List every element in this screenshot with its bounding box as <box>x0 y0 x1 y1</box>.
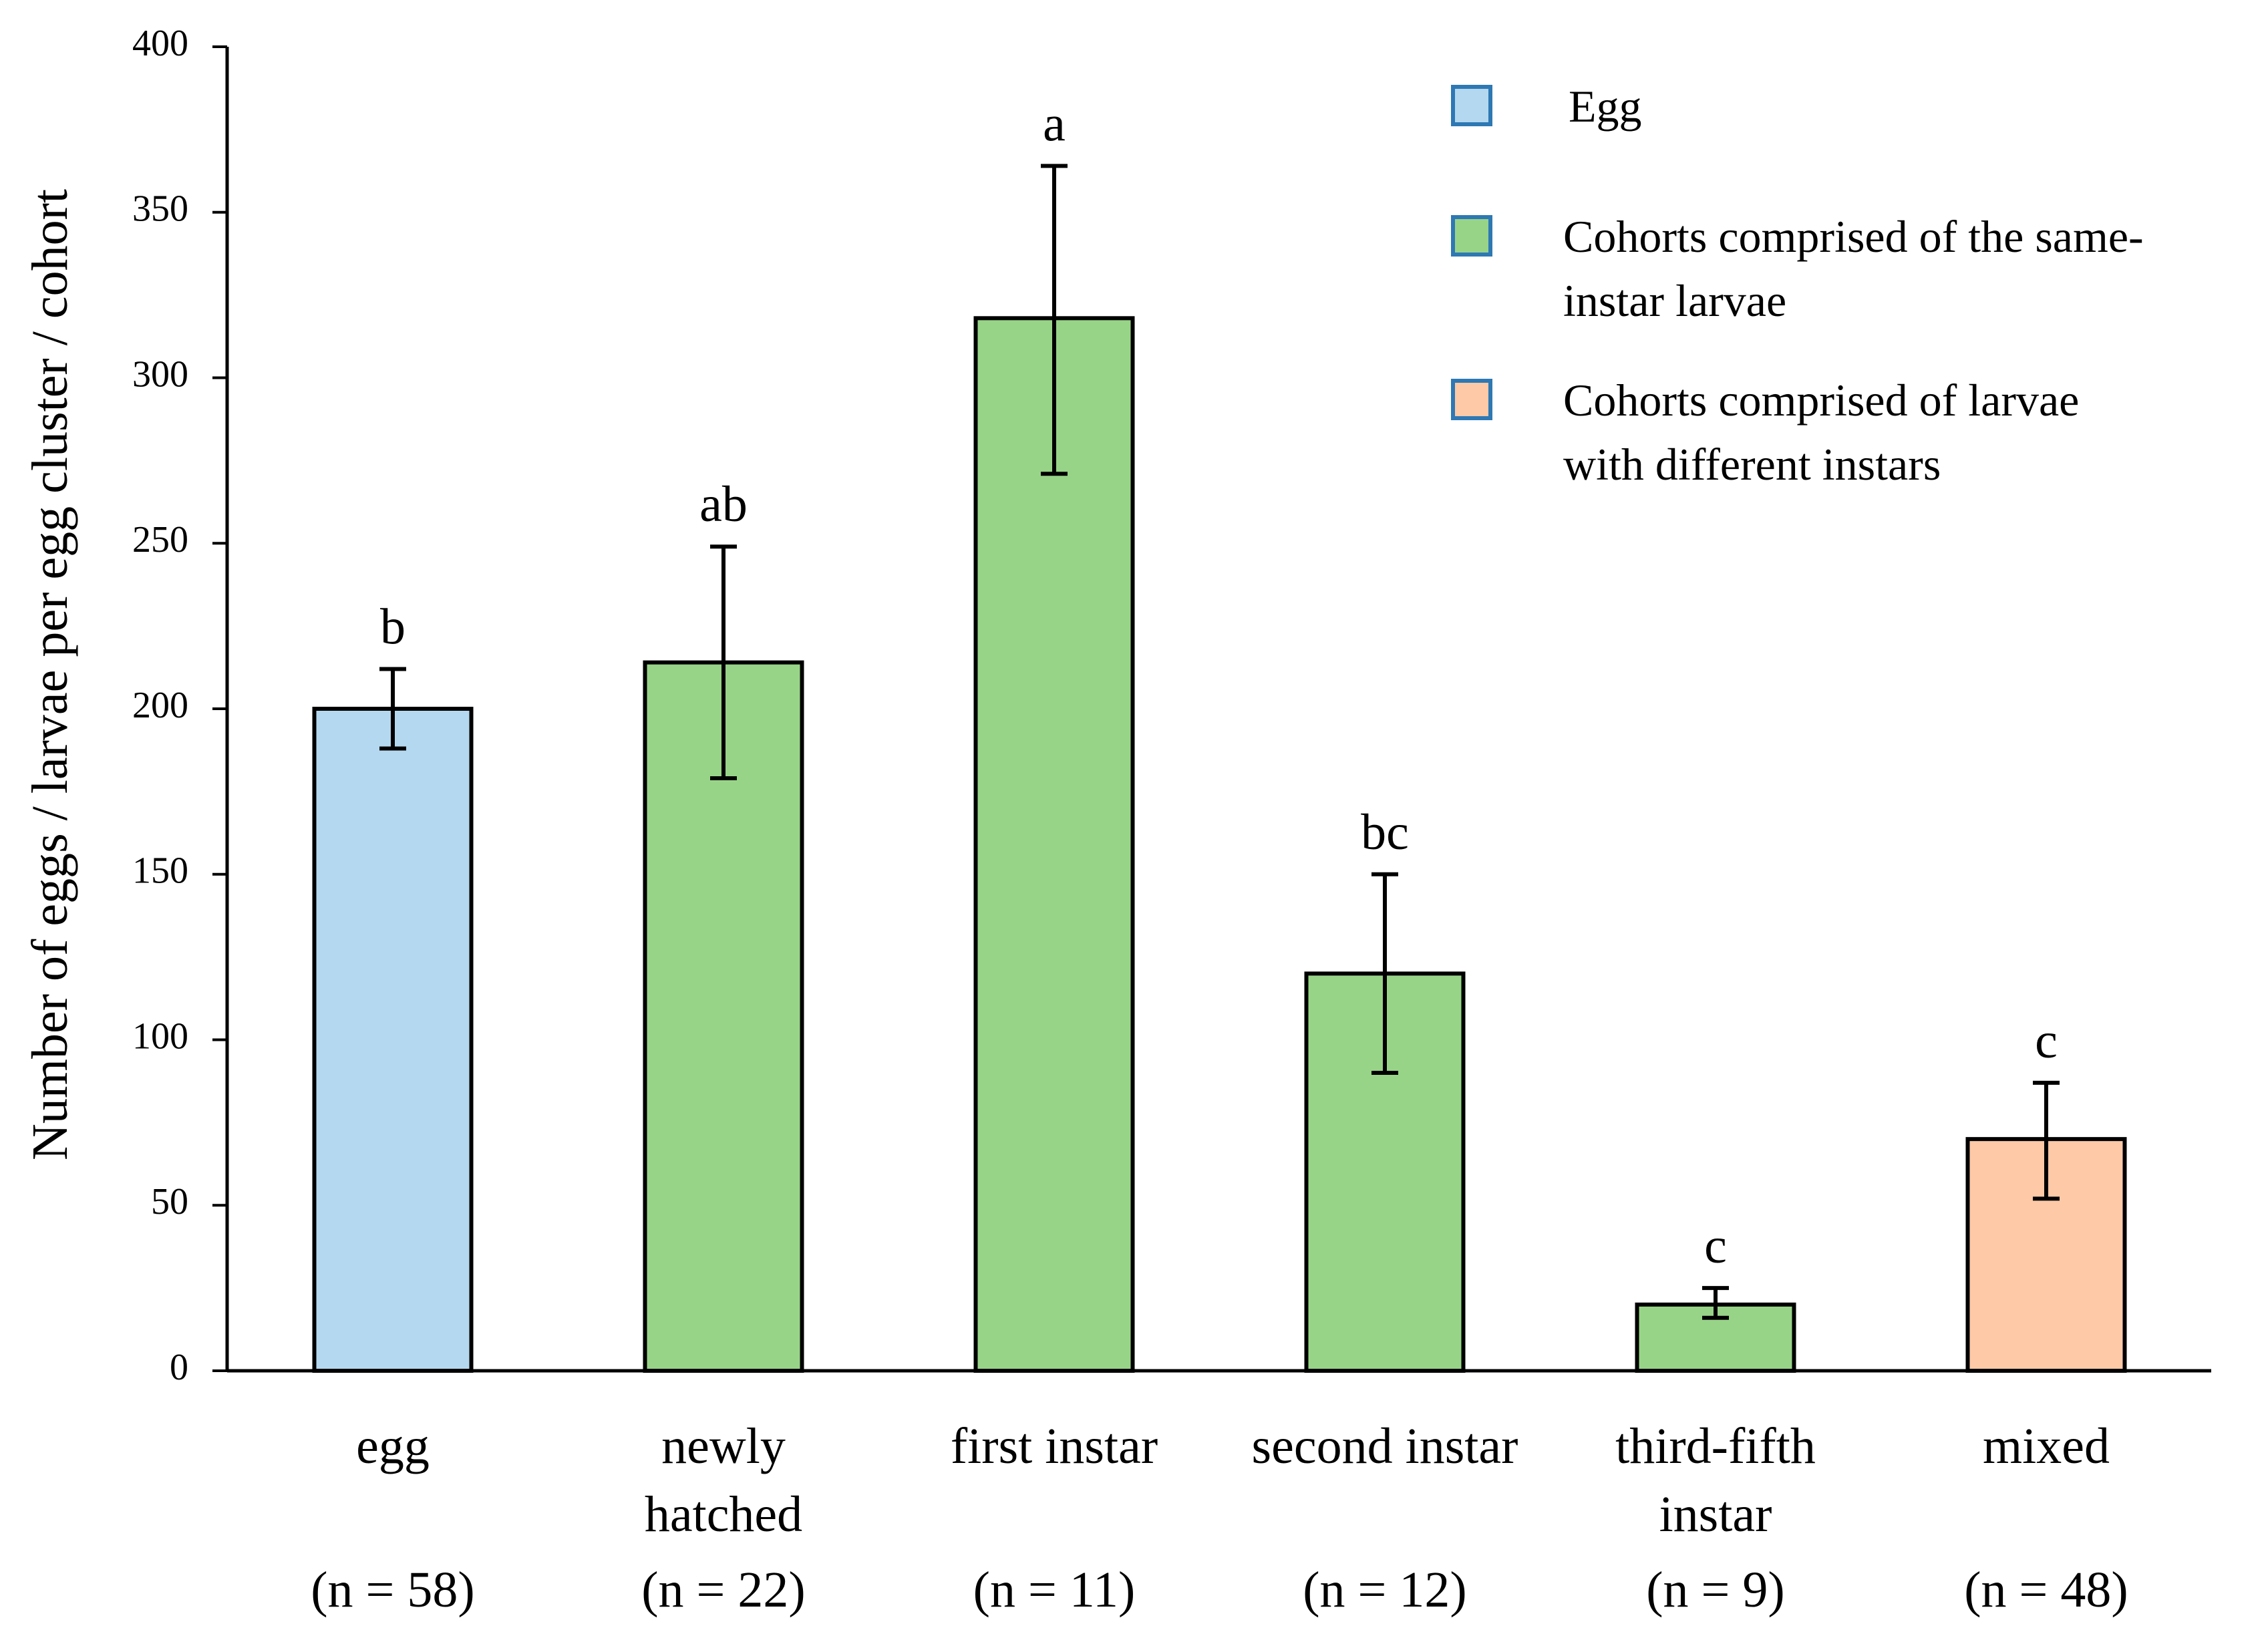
legend-label: Cohorts comprised of the same- <box>1563 211 2144 262</box>
significance-letter: a <box>1043 96 1066 152</box>
y-axis-label: Number of eggs / larvae per egg cluster … <box>22 189 78 1160</box>
x-tick-label: hatched <box>645 1486 802 1542</box>
significance-letter: c <box>2035 1013 2058 1069</box>
sample-size-label: (n = 12) <box>1303 1562 1466 1618</box>
y-tick-label: 250 <box>132 519 188 560</box>
significance-letters: b ab a bc c c <box>380 96 2058 1274</box>
sample-size-label: (n = 22) <box>641 1562 805 1618</box>
y-tick-label: 0 <box>170 1347 188 1388</box>
y-tick-label: 400 <box>132 23 188 64</box>
sample-size-label: (n = 11) <box>973 1562 1136 1618</box>
legend-swatch <box>1451 215 1492 257</box>
x-tick-label: second instar <box>1252 1418 1518 1474</box>
significance-letter: bc <box>1361 804 1409 860</box>
legend-label: Cohorts comprised of larvae <box>1563 375 2079 426</box>
bar <box>643 660 804 1373</box>
y-axis: 0 50 100 150 200 250 300 350 400 <box>132 23 2211 1388</box>
legend-label: instar larvae <box>1563 275 1786 326</box>
bar <box>973 316 1135 1373</box>
sample-size-label: (n = 58) <box>311 1562 474 1618</box>
y-tick-label: 50 <box>151 1181 188 1222</box>
x-tick-label: egg <box>356 1418 430 1474</box>
legend-swatch <box>1451 379 1492 420</box>
y-tick-label: 200 <box>132 685 188 726</box>
bar <box>312 707 474 1373</box>
bars <box>312 316 2127 1373</box>
error-bars <box>379 164 2060 1320</box>
legend: Egg Cohorts comprised of the same-instar … <box>1451 81 2144 490</box>
significance-letter: ab <box>699 476 748 532</box>
y-tick-label: 100 <box>132 1015 188 1057</box>
sample-size-label: (n = 48) <box>1964 1562 2128 1618</box>
y-tick-label: 350 <box>132 188 188 230</box>
y-tick-label: 300 <box>132 353 188 395</box>
x-tick-label: instar <box>1659 1486 1772 1542</box>
x-tick-label: newly <box>661 1418 786 1474</box>
x-tick-label: first instar <box>951 1418 1158 1474</box>
y-tick-label: 150 <box>132 850 188 892</box>
x-tick-label: mixed <box>1983 1418 2110 1474</box>
legend-swatch <box>1451 85 1492 126</box>
sample-size-label: (n = 9) <box>1646 1562 1784 1618</box>
legend-label: Egg <box>1569 81 1642 132</box>
significance-letter: b <box>380 599 406 655</box>
legend-label: with different instars <box>1563 439 1941 490</box>
significance-letter: c <box>1704 1218 1727 1274</box>
x-axis-labels: egg (n = 58) newly hatched (n = 22) first ins… <box>311 1418 2128 1618</box>
x-tick-label: third-fifth <box>1615 1418 1816 1474</box>
